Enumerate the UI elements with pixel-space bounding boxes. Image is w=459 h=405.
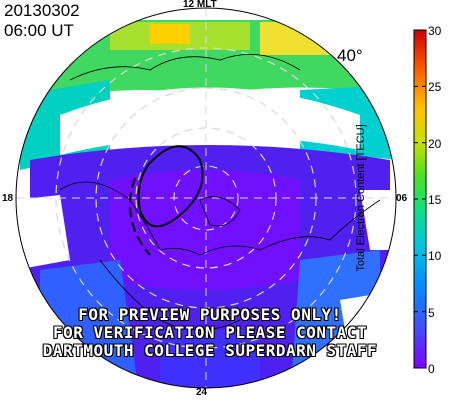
colorbar-tick-label: 0 — [428, 362, 435, 376]
mlt-label-top: 12 MLT — [183, 0, 217, 10]
colorbar-tick-label: 15 — [428, 193, 442, 207]
mlt-label-bottom: 24 — [196, 387, 208, 398]
colorbar-tick-label: 10 — [428, 249, 442, 264]
latitude-label: 40° — [337, 46, 363, 65]
colorbar-tick-label: 20 — [428, 136, 442, 151]
mlt-label-left: 18 — [2, 193, 14, 204]
time-label: 06:00 UT — [4, 21, 74, 40]
colorbar-title: Total Electron Content [TECU] — [355, 124, 367, 272]
watermark-line-1: FOR PREVIEW PURPOSES ONLY! — [78, 305, 342, 324]
colorbar-ticks — [414, 29, 426, 369]
watermark-line-3: DARTMOUTH COLLEGE SUPERDARN STAFF — [42, 341, 378, 360]
watermark-line-2: FOR VERIFICATION PLEASE CONTACT — [52, 323, 368, 342]
auroral-boundary — [129, 145, 204, 256]
mlt-label-right: 06 — [396, 193, 408, 204]
colorbar-tick-label: 5 — [428, 305, 435, 320]
colorbar-tick-label: 25 — [428, 80, 442, 95]
map-border — [15, 7, 397, 389]
date-label: 20130302 — [4, 1, 80, 20]
colorbar-tick-label: 30 — [428, 24, 442, 38]
